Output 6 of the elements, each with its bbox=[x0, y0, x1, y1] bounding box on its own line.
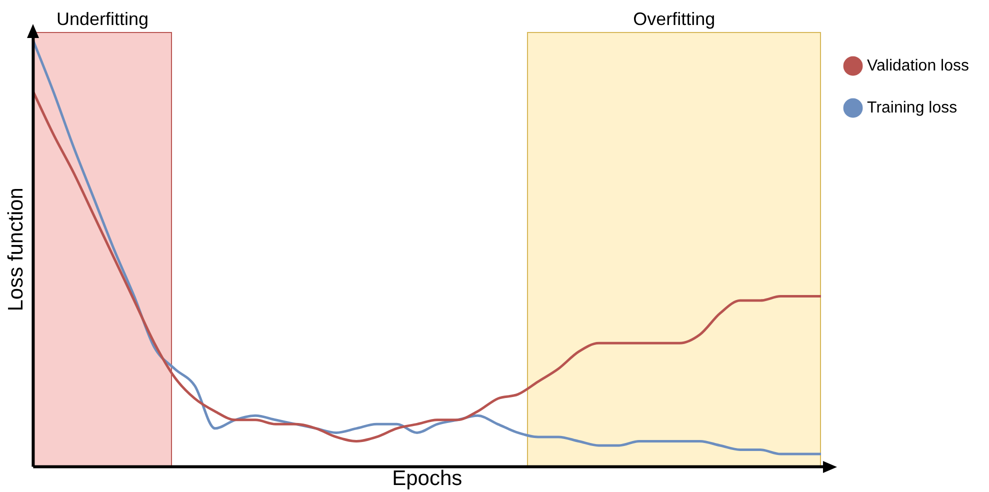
y-axis-title: Loss function bbox=[4, 188, 28, 312]
x-axis-title: Epochs bbox=[392, 467, 462, 490]
legend-label: Training loss bbox=[867, 99, 958, 116]
legend-label: Validation loss bbox=[867, 57, 969, 74]
text: Overfitting bbox=[633, 8, 716, 29]
text: Underfitting bbox=[56, 8, 149, 29]
